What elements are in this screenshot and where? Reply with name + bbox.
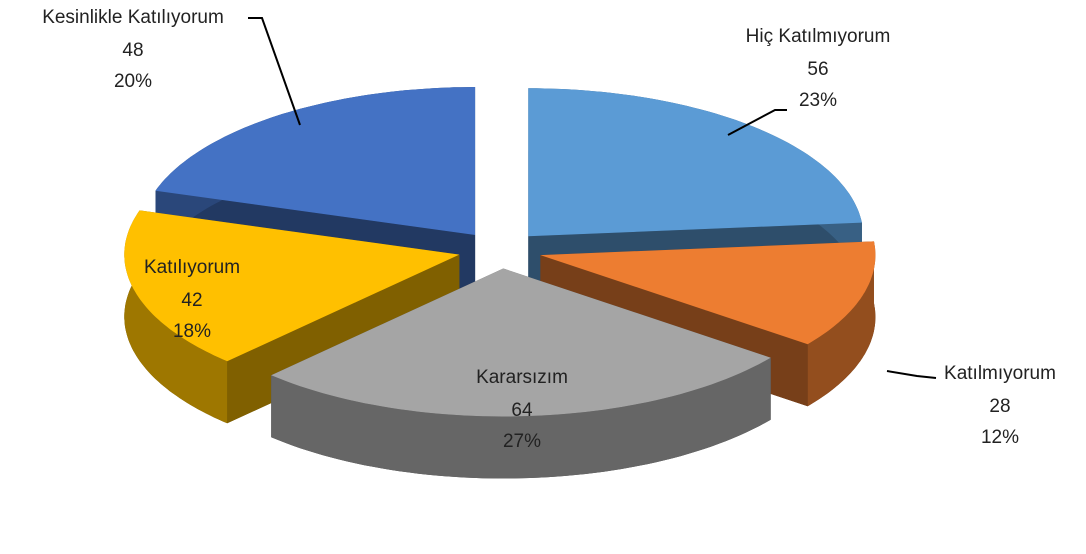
slice-top <box>540 241 876 345</box>
leader-line <box>248 17 301 126</box>
slice-top <box>271 268 771 417</box>
data-label-value: 28 <box>989 396 1010 417</box>
data-label-category: Katılmıyorum <box>944 363 1056 384</box>
data-label-category: Hiç Katılmıyorum <box>746 26 891 47</box>
slice-outer-wall <box>807 241 876 407</box>
slice-outer-wall <box>124 210 228 424</box>
slice-top <box>528 88 862 237</box>
data-label-value: 56 <box>807 59 828 80</box>
data-label-value: 42 <box>181 290 202 311</box>
data-label-category: Katılıyorum <box>144 257 240 278</box>
data-label-category: Kesinlikle Katılıyorum <box>42 7 224 28</box>
pie-slice <box>271 268 771 479</box>
slice-top <box>155 87 476 235</box>
leader-line <box>886 370 937 379</box>
data-label-value: 48 <box>122 40 143 61</box>
data-label-percent: 18% <box>173 321 211 342</box>
slice-outer-wall <box>271 357 771 479</box>
data-label-value: 64 <box>511 400 533 421</box>
data-label-percent: 12% <box>981 427 1019 448</box>
data-label-percent: 27% <box>503 431 541 452</box>
slice-top <box>124 210 460 362</box>
data-label-percent: 23% <box>799 90 837 111</box>
pie-slice <box>124 210 460 424</box>
data-label-category: Kararsızım <box>476 367 568 388</box>
leader-line <box>727 109 787 136</box>
data-label-percent: 20% <box>114 71 152 92</box>
